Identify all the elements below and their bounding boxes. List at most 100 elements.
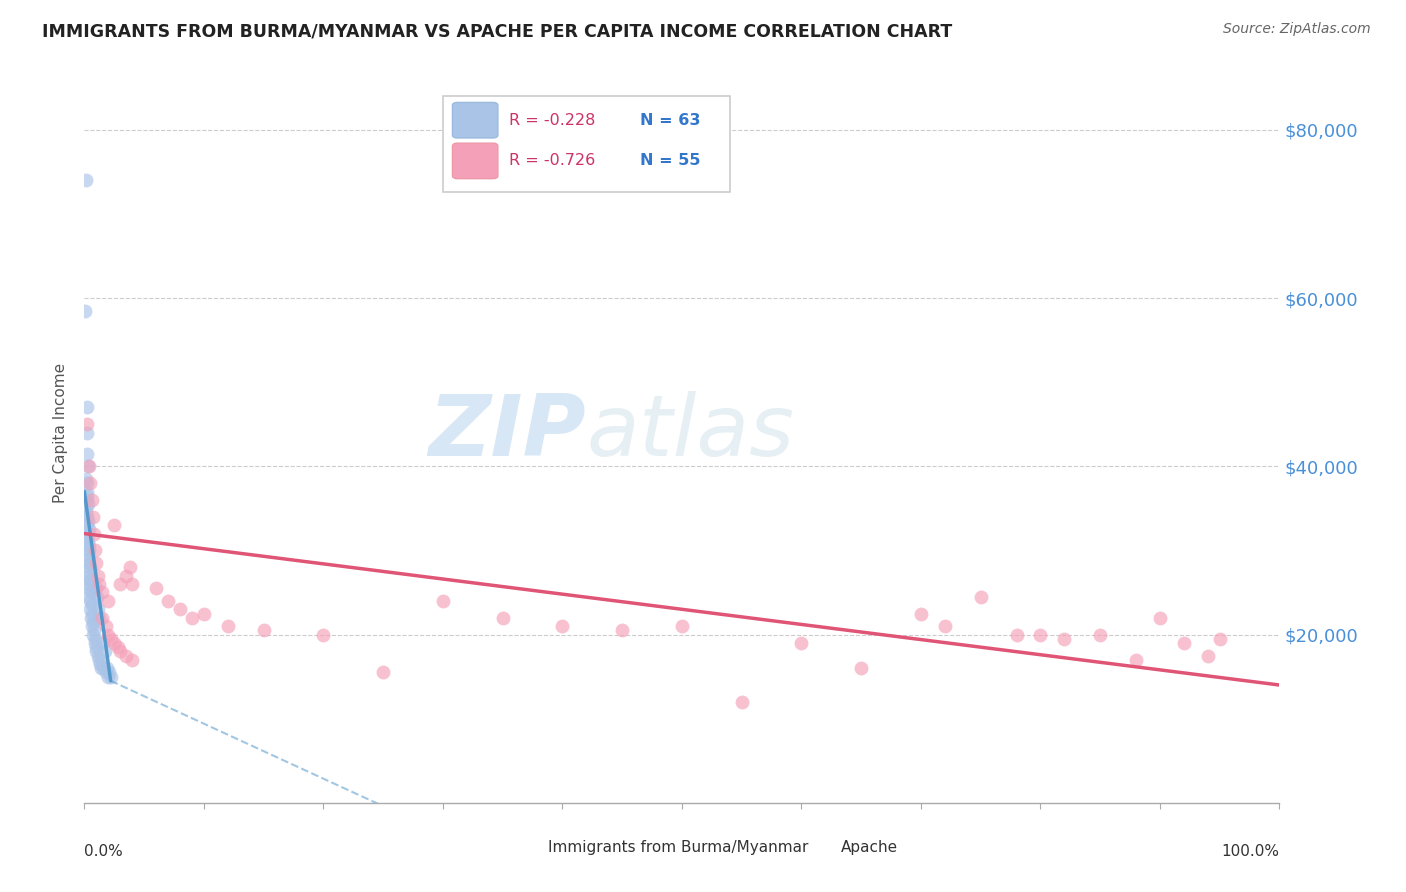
Text: 100.0%: 100.0% <box>1222 844 1279 858</box>
Text: Apache: Apache <box>841 839 898 855</box>
Point <box>1005 627 1028 641</box>
Point <box>1029 627 1052 641</box>
Point <box>82 627 104 641</box>
Point <box>79 594 101 608</box>
Point <box>97 670 120 684</box>
Text: R = -0.228: R = -0.228 <box>509 112 595 128</box>
Text: N = 63: N = 63 <box>640 112 700 128</box>
Point <box>169 602 191 616</box>
FancyBboxPatch shape <box>792 834 835 868</box>
Point <box>83 526 105 541</box>
Point <box>77 568 100 582</box>
Point <box>76 401 98 415</box>
Point <box>77 539 100 553</box>
Point <box>91 610 114 624</box>
Point <box>82 615 104 629</box>
Point <box>75 303 97 318</box>
Point <box>851 661 873 675</box>
Point <box>934 619 956 633</box>
Point <box>103 518 125 533</box>
Point <box>80 610 103 624</box>
Point <box>76 548 98 562</box>
Point <box>76 447 98 461</box>
Point <box>79 581 101 595</box>
Point <box>80 598 103 612</box>
Point <box>76 484 98 499</box>
Point <box>89 610 111 624</box>
Point <box>77 543 100 558</box>
Point <box>79 602 101 616</box>
Point <box>96 661 118 675</box>
Point <box>1090 627 1112 641</box>
Point <box>118 560 141 574</box>
Text: ZIP: ZIP <box>429 391 586 475</box>
Point <box>82 509 104 524</box>
Point <box>84 632 107 646</box>
Point <box>80 619 103 633</box>
Point <box>1209 632 1232 646</box>
Text: Immigrants from Burma/Myanmar: Immigrants from Burma/Myanmar <box>548 839 808 855</box>
Point <box>432 594 454 608</box>
Point <box>79 560 101 574</box>
Point <box>75 501 97 516</box>
Point <box>157 594 180 608</box>
Point <box>671 619 693 633</box>
Text: Source: ZipAtlas.com: Source: ZipAtlas.com <box>1223 22 1371 37</box>
Point <box>193 607 215 621</box>
Point <box>100 632 122 646</box>
Text: 0.0%: 0.0% <box>84 844 124 858</box>
Point <box>93 661 115 675</box>
Point <box>100 670 122 684</box>
Point <box>86 590 108 604</box>
Point <box>312 627 335 641</box>
Point <box>77 556 100 570</box>
Point <box>89 657 111 671</box>
Point <box>84 644 107 658</box>
Point <box>79 476 101 491</box>
FancyBboxPatch shape <box>443 95 730 192</box>
Point <box>86 648 108 663</box>
Point <box>145 581 167 595</box>
Point <box>82 607 104 621</box>
Point <box>77 459 100 474</box>
Point <box>94 619 117 633</box>
Point <box>970 590 993 604</box>
Point <box>75 472 97 486</box>
Point <box>77 459 100 474</box>
Point <box>612 624 634 638</box>
Point <box>97 627 120 641</box>
Point <box>76 514 98 528</box>
Point <box>76 526 98 541</box>
Point <box>97 594 120 608</box>
Point <box>79 573 101 587</box>
Point <box>121 577 143 591</box>
Point <box>1053 632 1076 646</box>
Point <box>76 425 98 440</box>
Point <box>75 506 97 520</box>
Point <box>87 577 110 591</box>
Point <box>83 624 105 638</box>
Point <box>910 607 932 621</box>
Point <box>90 661 112 675</box>
Point <box>91 585 114 599</box>
Point <box>76 417 98 432</box>
Point <box>1149 610 1171 624</box>
Point <box>76 509 98 524</box>
Point <box>86 556 108 570</box>
Point <box>1197 648 1219 663</box>
Point <box>551 619 574 633</box>
Point <box>253 624 276 638</box>
Point <box>110 644 132 658</box>
Point <box>77 497 100 511</box>
Point <box>492 610 515 624</box>
Text: IMMIGRANTS FROM BURMA/MYANMAR VS APACHE PER CAPITA INCOME CORRELATION CHART: IMMIGRANTS FROM BURMA/MYANMAR VS APACHE … <box>42 22 952 40</box>
Point <box>93 644 115 658</box>
Point <box>77 551 100 566</box>
Point <box>76 476 98 491</box>
Point <box>76 565 98 579</box>
Point <box>103 636 125 650</box>
Point <box>80 585 103 599</box>
Point <box>110 577 132 591</box>
Point <box>87 653 110 667</box>
FancyBboxPatch shape <box>499 834 543 868</box>
